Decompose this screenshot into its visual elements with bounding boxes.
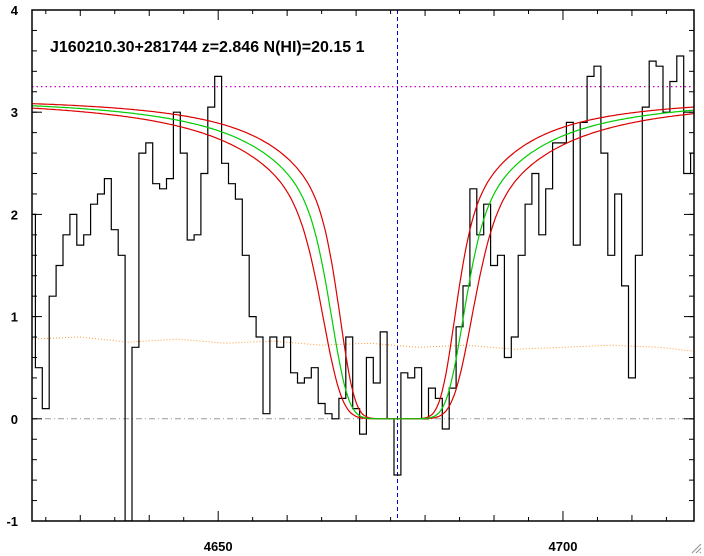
model-upper-bound <box>32 107 694 420</box>
y-tick-label: 3 <box>11 105 18 120</box>
plot-frame <box>31 9 695 522</box>
y-tick-label: 1 <box>11 310 18 325</box>
y-tick-label: 0 <box>11 412 18 427</box>
x-tick-label: 4650 <box>204 539 233 554</box>
y-tick-label: 2 <box>11 207 18 222</box>
flux-spectrum <box>32 55 694 521</box>
model-lower-bound <box>32 103 694 420</box>
axes: -1 0 1 2 3 4 4650 4700 <box>6 3 694 554</box>
error-spectrum <box>32 336 694 352</box>
x-tick-label: 4700 <box>549 539 578 554</box>
resize-grip-icon[interactable] <box>688 540 702 554</box>
model-profile <box>32 105 694 420</box>
y-tick-label: 4 <box>11 3 19 18</box>
y-tick-label: -1 <box>6 514 18 529</box>
plot-area <box>32 10 694 521</box>
chart-title: J160210.30+281744 z=2.846 N(HI)=20.15 1 <box>50 39 365 56</box>
